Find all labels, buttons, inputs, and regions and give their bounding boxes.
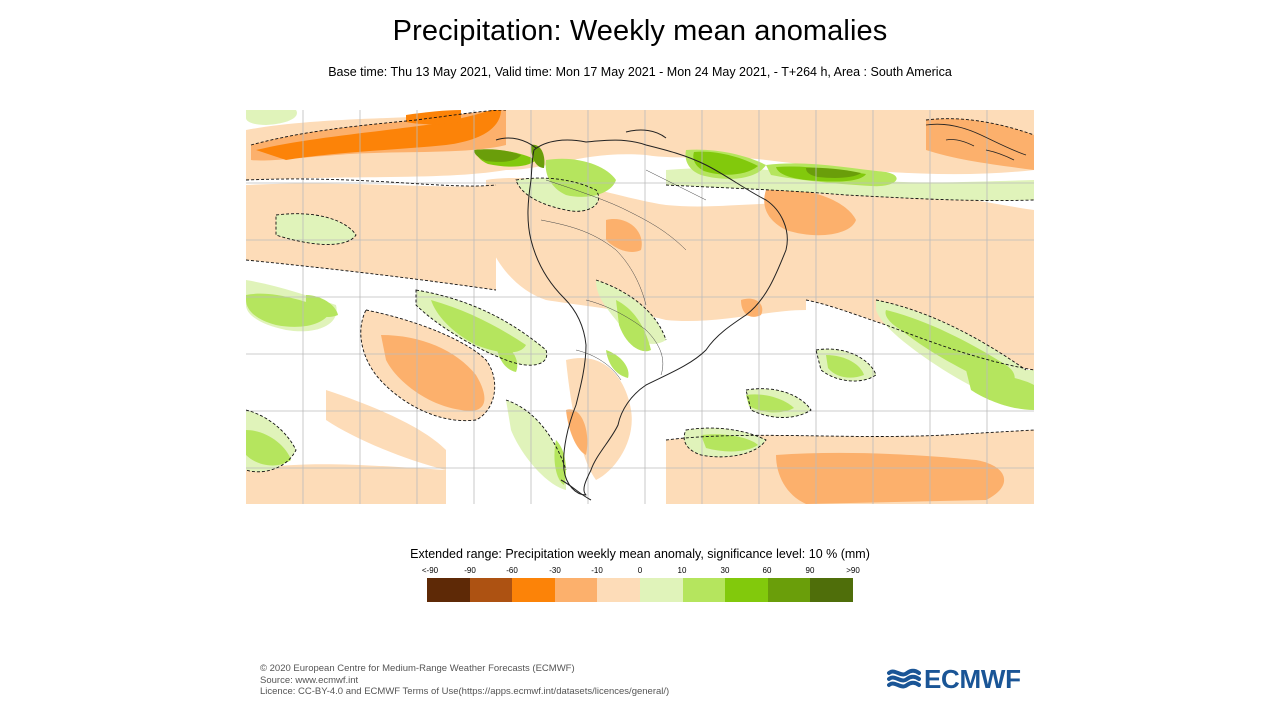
- map-subtitle: Base time: Thu 13 May 2021, Valid time: …: [328, 65, 952, 79]
- legend-tick: >90: [846, 566, 860, 575]
- legend-tick: 60: [762, 566, 772, 575]
- significance-contours: [246, 110, 1034, 473]
- ecmwf-logo-text: ECMWF: [924, 663, 1021, 694]
- footer-source: Source: www.ecmwf.int: [260, 674, 359, 686]
- legend-swatch: [639, 578, 683, 602]
- legend-tick: -10: [591, 566, 603, 575]
- islands: [925, 123, 1027, 161]
- country-borders: [540, 169, 707, 381]
- legend-ticks: <-90 -90 -60 -30 -10 0 10 30 60 90 >90: [0, 566, 1280, 578]
- legend-swatch: [597, 578, 640, 602]
- legend-swatch: [427, 578, 470, 602]
- footer-licence: Licence: CC-BY-4.0 and ECMWF Terms of Us…: [260, 686, 670, 697]
- legend-colorbar: [427, 578, 853, 602]
- legend-swatch: [682, 578, 726, 602]
- footer-copyright: © 2020 European Centre for Medium-Range …: [260, 663, 575, 674]
- legend-tick: <-90: [421, 566, 439, 575]
- legend-tick: -90: [464, 566, 476, 575]
- legend-swatch: [810, 578, 853, 602]
- legend-swatch: [469, 578, 513, 602]
- legend-swatch: [554, 578, 598, 602]
- footer: © 2020 European Centre for Medium-Range …: [260, 663, 669, 698]
- anomaly-fields: [246, 110, 1034, 504]
- legend-swatch: [725, 578, 768, 602]
- legend-tick: -30: [549, 566, 561, 575]
- ecmwf-logo-icon: [887, 668, 921, 689]
- legend-tick: 10: [677, 566, 687, 575]
- legend-swatch: [512, 578, 555, 602]
- map-title: Precipitation: Weekly mean anomalies: [392, 15, 888, 47]
- legend-title: Extended range: Precipitation weekly mea…: [410, 547, 870, 561]
- legend-tick: -60: [506, 566, 518, 575]
- precipitation-anomaly-map: [246, 110, 1034, 504]
- ecmwf-logo: ECMWF: [887, 664, 1021, 694]
- legend-tick: 90: [805, 566, 815, 575]
- legend-tick: 30: [720, 566, 730, 575]
- legend-tick: 0: [637, 566, 643, 575]
- coastlines: [495, 129, 788, 501]
- legend-swatch: [767, 578, 811, 602]
